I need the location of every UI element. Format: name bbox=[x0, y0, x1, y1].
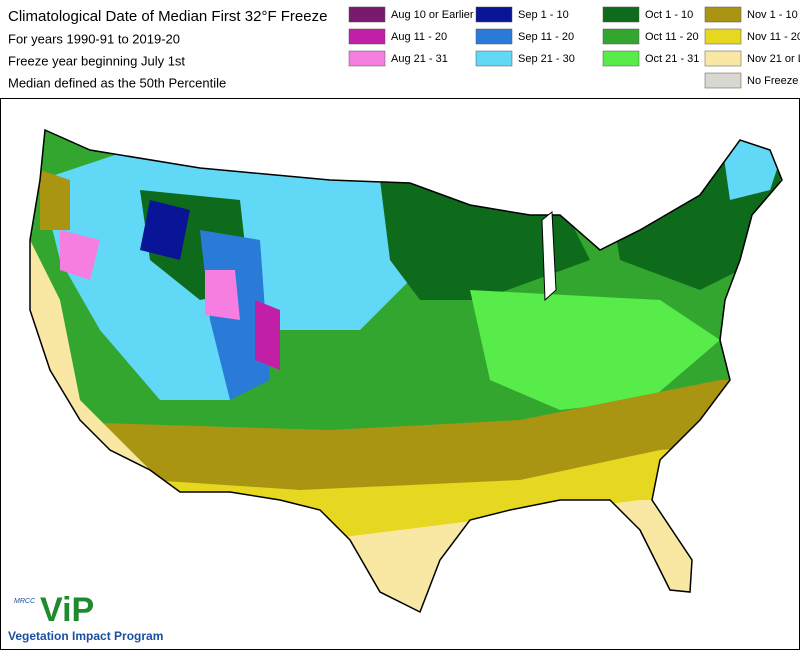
legend-label: Nov 11 - 20 bbox=[747, 31, 800, 43]
subtitle-line: Median defined as the 50th Percentile bbox=[8, 75, 226, 90]
legend-swatch bbox=[704, 6, 742, 23]
legend-swatch bbox=[348, 28, 386, 45]
legend-label: No Freeze bbox=[747, 75, 798, 87]
legend-swatch bbox=[348, 6, 386, 23]
legend-label: Oct 21 - 31 bbox=[645, 53, 699, 65]
legend-swatch bbox=[475, 28, 513, 45]
legend-label: Oct 1 - 10 bbox=[645, 9, 693, 21]
legend-label: Aug 11 - 20 bbox=[391, 31, 447, 43]
legend-label: Nov 21 or Later bbox=[747, 53, 800, 65]
legend-swatch bbox=[475, 6, 513, 23]
subtitle-line: For years 1990-91 to 2019-20 bbox=[8, 31, 180, 46]
legend-swatch bbox=[602, 50, 640, 67]
legend-label: Sep 11 - 20 bbox=[518, 31, 574, 43]
legend: Aug 10 or Earlier Aug 11 - 20 Aug 21 - 31 S… bbox=[348, 6, 800, 89]
logo-name: ViP bbox=[40, 591, 94, 629]
subtitle-line: Freeze year beginning July 1st bbox=[8, 53, 185, 68]
legend-swatch bbox=[602, 28, 640, 45]
legend-label: Oct 11 - 20 bbox=[645, 31, 699, 43]
logo-org: MRCC bbox=[14, 598, 36, 605]
legend-label: Aug 10 or Earlier bbox=[391, 9, 474, 21]
legend-label: Sep 21 - 30 bbox=[518, 53, 575, 65]
legend-swatch bbox=[704, 50, 742, 67]
legend-label: Sep 1 - 10 bbox=[518, 9, 569, 21]
us-outline bbox=[29, 128, 783, 614]
legend-swatch bbox=[602, 6, 640, 23]
legend-swatch bbox=[475, 50, 513, 67]
legend-swatch bbox=[704, 72, 742, 89]
legend-swatch bbox=[348, 50, 386, 67]
logo-tagline: Vegetation Impact Program bbox=[8, 629, 163, 643]
lake-michigan bbox=[541, 211, 557, 302]
title: Climatological Date of Median First 32°F… bbox=[8, 8, 327, 25]
legend-label: Aug 21 - 31 bbox=[391, 53, 448, 65]
legend-swatch bbox=[704, 28, 742, 45]
legend-label: Nov 1 - 10 bbox=[747, 9, 798, 21]
